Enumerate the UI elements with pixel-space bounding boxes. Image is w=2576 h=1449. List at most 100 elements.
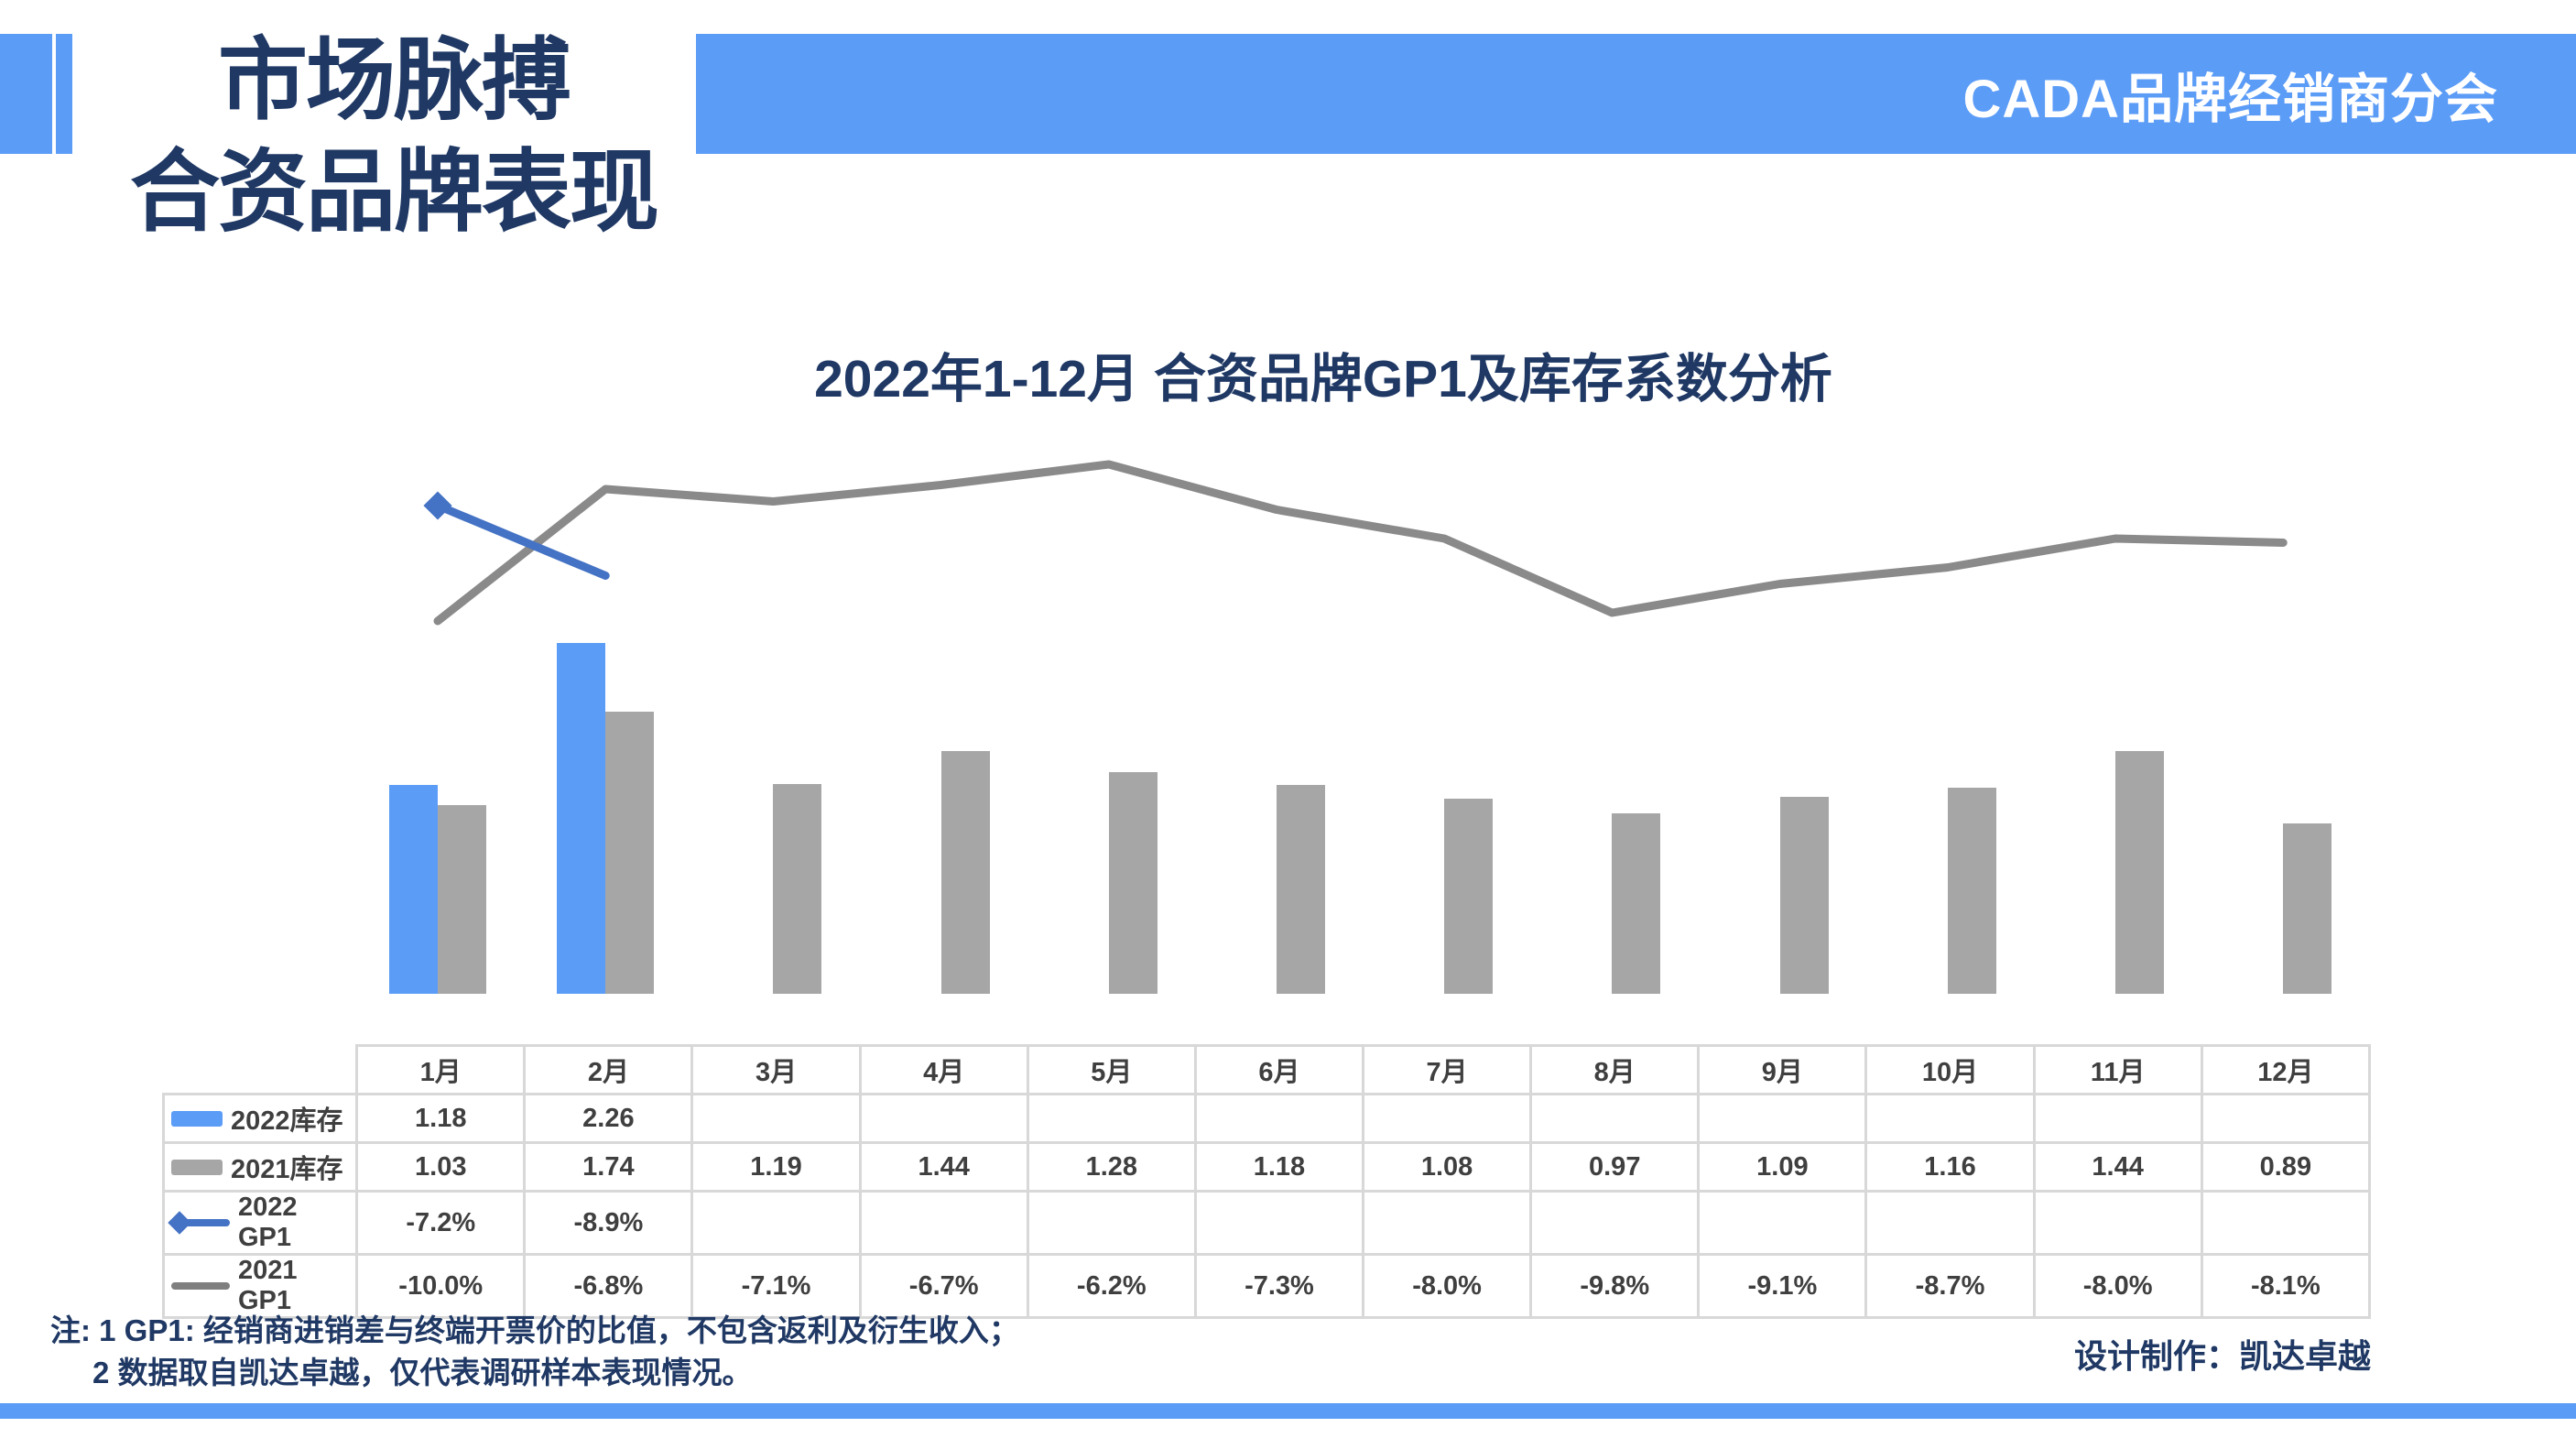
bar-inv-2021-m10: [1947, 788, 1996, 994]
row-label-cell: 2021库存: [161, 1141, 359, 1193]
header-banner-text: CADA品牌经销商分会: [1962, 69, 2498, 129]
table-col-header-m10: 10月: [1864, 1044, 2036, 1095]
bar-inv-2021-m3: [773, 784, 822, 994]
table-cell-r4-m4: -6.7%: [858, 1253, 1029, 1319]
table-cell-r1-m11: [2032, 1093, 2203, 1144]
table-cell-r3-m9: [1697, 1190, 1868, 1256]
row-label-cell: 2022 GP1: [161, 1190, 359, 1256]
table-cell-r4-m9: -9.1%: [1697, 1253, 1868, 1319]
row-label-cell: 2021 GP1: [161, 1253, 359, 1319]
table-col-header-m9: 9月: [1697, 1044, 1868, 1095]
table-col-header-m2: 2月: [523, 1044, 694, 1095]
table-cell-r3-m10: [1864, 1190, 2036, 1256]
table-cell-r1-m10: [1864, 1093, 2036, 1144]
legend-bar-2021-icon: [171, 1159, 223, 1175]
table-cell-r1-m2: 2.26: [523, 1093, 694, 1144]
table-cell-r2-m11: 1.44: [2032, 1141, 2203, 1193]
legend-line-2022-icon: [168, 1211, 230, 1235]
legend-entry: 2021库存: [165, 1148, 355, 1186]
table-cell-r3-m5: [1026, 1190, 1197, 1256]
table-col-header-m6: 6月: [1193, 1044, 1365, 1095]
table-col-header-m1: 1月: [355, 1044, 527, 1095]
legend-entry: 2021 GP1: [165, 1256, 355, 1316]
table-header-row: 1月 2月 3月 4月 5月 6月 7月 8月 9月 10月 11月 12月: [163, 1044, 2372, 1095]
bar-inv-2021-m1: [438, 805, 486, 994]
table-cell-r2-m4: 1.44: [858, 1141, 1029, 1193]
table-cell-r1-m9: [1697, 1093, 1868, 1144]
table-cell-r2-m12: 0.89: [2200, 1141, 2372, 1193]
table-cell-r2-m5: 1.28: [1026, 1141, 1197, 1193]
table-cell-r1-m7: [1362, 1093, 1533, 1144]
table-cell-r4-m7: -8.0%: [1362, 1253, 1533, 1319]
table-cell-r4-m3: -7.1%: [690, 1253, 862, 1319]
title-accent-stripe-icon: [56, 34, 72, 154]
table-cell-r1-m1: 1.18: [355, 1093, 527, 1144]
table-row-2022 GP1: 2022 GP1 -7.2% -8.9%: [161, 1190, 2372, 1256]
legend-label: 2022 GP1: [238, 1193, 298, 1252]
bar-inv-2021-m9: [1779, 797, 1829, 994]
table-cell-r1-m12: [2200, 1093, 2372, 1144]
table-cell-r4-m6: -7.3%: [1193, 1253, 1365, 1319]
table-cell-r3-m8: [1529, 1190, 1701, 1256]
table-col-header-m12: 12月: [2200, 1044, 2372, 1095]
legend-label: 2022库存: [231, 1106, 343, 1136]
bar-inv-2021-m4: [940, 751, 990, 994]
table-cell-r1-m5: [1026, 1093, 1197, 1144]
table-row-2021库存: 2021库存 1.03 1.74 1.19 1.44 1.28 1.18 1.08 0.97 1.…: [161, 1141, 2372, 1193]
header-banner: CADA品牌经销商分会: [696, 34, 2576, 154]
legend-label: 2021库存: [231, 1155, 343, 1184]
table-col-header-m5: 5月: [1026, 1044, 1197, 1095]
legend-line-2021-icon: [171, 1275, 230, 1297]
table-cell-r3-m6: [1193, 1190, 1365, 1256]
bar-inv-2021-m12: [2283, 823, 2332, 994]
table-cell-r4-m12: -8.1%: [2200, 1253, 2372, 1319]
table-cell-r4-m1: -10.0%: [355, 1253, 527, 1319]
table-corner-cell: [163, 1045, 359, 1095]
legend-entry: 2022 GP1: [165, 1193, 355, 1253]
table-cell-r3-m1: -7.2%: [355, 1190, 527, 1256]
bar-inv-2021-m2: [605, 711, 655, 994]
table-col-header-m3: 3月: [690, 1044, 862, 1095]
table-col-header-m8: 8月: [1529, 1044, 1701, 1095]
table-cell-r2-m3: 1.19: [690, 1141, 862, 1193]
legend-entry: 2022库存: [165, 1099, 355, 1138]
table-cell-r2-m6: 1.18: [1193, 1141, 1365, 1193]
bar-inv-2022-m2: [557, 642, 606, 994]
table-row-2021 GP1: 2021 GP1 -10.0% -6.8% -7.1% -6.7% -6.2% -7.3% -…: [161, 1253, 2372, 1319]
bar-inv-2021-m7: [1444, 798, 1494, 994]
table-cell-r3-m4: [858, 1190, 1029, 1256]
bar-inv-2021-m5: [1108, 772, 1158, 994]
table-cell-r4-m5: -6.2%: [1026, 1253, 1197, 1319]
table-cell-r2-m9: 1.09: [1697, 1141, 1868, 1193]
bar-inv-2021-m6: [1277, 785, 1325, 994]
page-title-line2: 合资品牌表现: [129, 141, 659, 242]
chart-title: 2022年1-12月 合资品牌GP1及库存系数分析: [814, 350, 1832, 409]
table-cell-r1-m6: [1193, 1093, 1365, 1144]
data-table: 1月 2月 3月 4月 5月 6月 7月 8月 9月 10月 11月 12月 2022库存 1.18 2.2…: [161, 1044, 2372, 1319]
table-cell-r1-m3: [690, 1093, 862, 1144]
table-cell-r4-m10: -8.7%: [1864, 1253, 2036, 1319]
table-row-2022库存: 2022库存 1.18 2.26: [161, 1093, 2372, 1144]
table-cell-r4-m2: -6.8%: [523, 1253, 694, 1319]
table-cell-r2-m7: 1.08: [1362, 1141, 1533, 1193]
table-cell-r1-m8: [1529, 1093, 1701, 1144]
table-cell-r2-m1: 1.03: [355, 1141, 527, 1193]
legend-bar-2022-icon: [171, 1110, 223, 1127]
table-cell-r3-m12: [2200, 1190, 2372, 1256]
title-accent-bar-icon: [0, 34, 52, 154]
row-label-cell: 2022库存: [161, 1093, 359, 1144]
table-cell-r4-m8: -9.8%: [1529, 1253, 1701, 1319]
bar-inv-2022-m1: [389, 785, 438, 994]
table-cell-r3-m11: [2032, 1190, 2203, 1256]
table-cell-r3-m2: -8.9%: [523, 1190, 694, 1256]
bottom-accent-bar: [0, 1403, 2576, 1419]
table-col-header-m11: 11月: [2032, 1044, 2203, 1095]
legend-label: 2021 GP1: [238, 1256, 298, 1315]
table-cell-r2-m10: 1.16: [1864, 1141, 2036, 1193]
table-cell-r3-m7: [1362, 1190, 1533, 1256]
footnote-line1: 注: 1 GP1: 经销商进销差与终端开票价的比值，不包含返利及衍生收入；: [50, 1313, 1019, 1347]
footnotes: 注: 1 GP1: 经销商进销差与终端开票价的比值，不包含返利及衍生收入； 2 …: [50, 1310, 1019, 1394]
credit-text: 设计制作：凯达卓越: [2074, 1337, 2372, 1375]
table-cell-r4-m11: -8.0%: [2032, 1253, 2203, 1319]
